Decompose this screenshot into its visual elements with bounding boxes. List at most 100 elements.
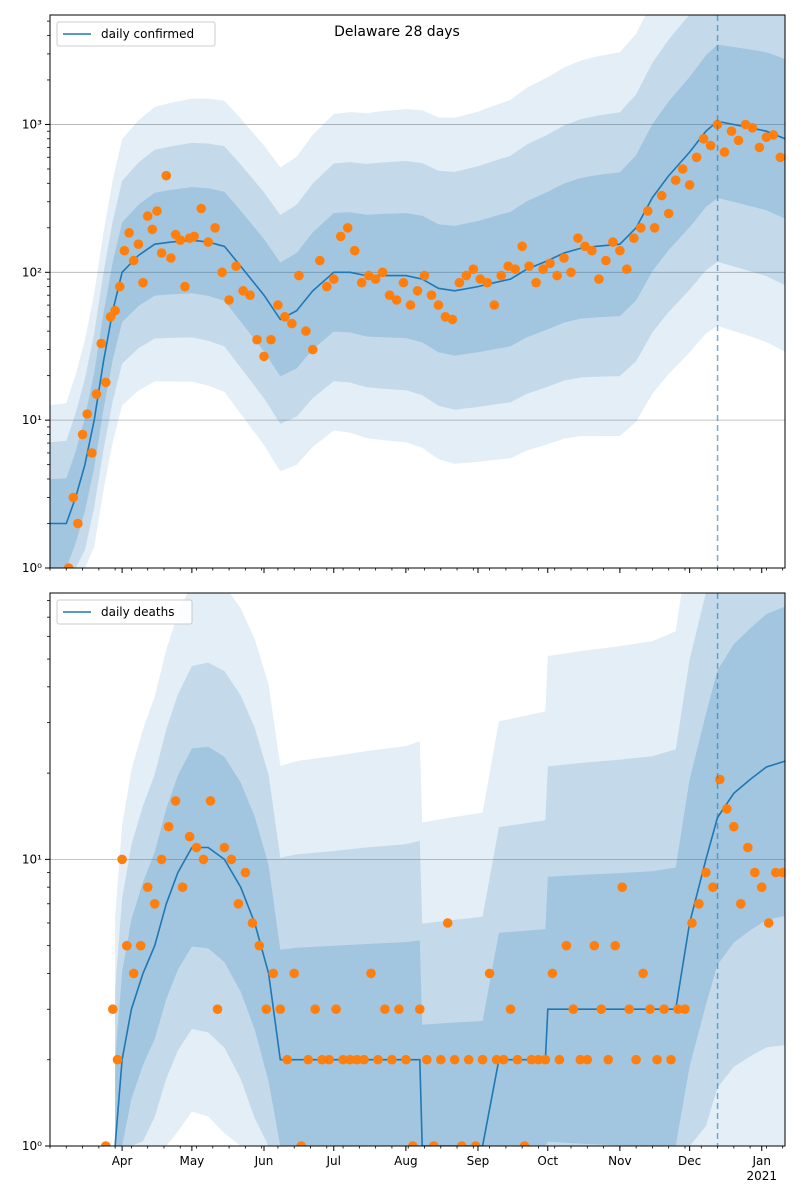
observed-point bbox=[636, 223, 646, 233]
observed-point bbox=[401, 1054, 411, 1065]
observed-point bbox=[191, 842, 202, 853]
observed-point bbox=[110, 305, 120, 316]
observed-point bbox=[573, 233, 583, 243]
legend-label-confirmed: daily confirmed bbox=[101, 27, 194, 41]
observed-point bbox=[568, 1004, 579, 1014]
observed-point bbox=[142, 882, 153, 892]
observed-point bbox=[377, 267, 388, 278]
observed-point bbox=[73, 518, 83, 529]
observed-point bbox=[149, 899, 160, 909]
observed-point bbox=[442, 918, 453, 928]
observed-point bbox=[491, 1054, 502, 1065]
observed-point bbox=[566, 267, 576, 278]
x-tick-label: Jun bbox=[254, 1154, 274, 1168]
observed-point bbox=[147, 224, 158, 235]
observed-point bbox=[538, 264, 548, 275]
observed-point bbox=[449, 1054, 460, 1065]
observed-point bbox=[684, 180, 695, 190]
observed-point bbox=[456, 1141, 467, 1146]
observed-point bbox=[342, 223, 353, 233]
observed-point bbox=[624, 1004, 634, 1014]
chart-title: Delaware 28 days bbox=[334, 24, 460, 40]
observed-point bbox=[128, 968, 139, 979]
legend-label-deaths: daily deaths bbox=[101, 605, 174, 619]
observed-point bbox=[370, 274, 381, 284]
observed-point bbox=[736, 899, 746, 909]
observed-point bbox=[282, 1054, 293, 1065]
observed-point bbox=[122, 940, 132, 951]
x-tick-label: Apr bbox=[112, 1154, 133, 1168]
observed-point bbox=[101, 1141, 111, 1146]
observed-point bbox=[663, 208, 674, 219]
observed-point bbox=[468, 264, 479, 275]
observed-point bbox=[694, 899, 704, 909]
observed-point bbox=[315, 255, 325, 266]
observed-point bbox=[273, 300, 283, 310]
observed-point bbox=[156, 248, 167, 258]
observed-point bbox=[524, 261, 534, 272]
observed-point bbox=[673, 1004, 683, 1014]
observed-point bbox=[405, 300, 416, 310]
observed-point bbox=[212, 1004, 223, 1014]
observed-point bbox=[366, 968, 376, 979]
observed-point bbox=[310, 1004, 321, 1014]
observed-point bbox=[461, 270, 472, 281]
observed-point bbox=[63, 563, 74, 568]
observed-point bbox=[540, 1054, 551, 1065]
observed-point bbox=[96, 338, 106, 349]
observed-point bbox=[226, 854, 237, 865]
confirmed-observed-points bbox=[63, 119, 785, 568]
x-tick-label: Sep bbox=[467, 1154, 490, 1168]
observed-point bbox=[329, 274, 339, 284]
observed-point bbox=[349, 245, 360, 256]
observed-point bbox=[777, 867, 785, 878]
observed-point bbox=[252, 334, 262, 345]
observed-point bbox=[608, 237, 618, 247]
observed-point bbox=[324, 1054, 334, 1065]
observed-point bbox=[477, 1054, 488, 1065]
observed-point bbox=[280, 312, 290, 322]
observed-point bbox=[112, 1054, 123, 1065]
deaths-observed-points bbox=[101, 774, 785, 1146]
observed-point bbox=[296, 1141, 306, 1146]
observed-point bbox=[601, 255, 611, 266]
observed-point bbox=[484, 968, 495, 979]
observed-point bbox=[531, 277, 541, 288]
observed-point bbox=[254, 940, 265, 951]
observed-point bbox=[82, 409, 92, 419]
observed-point bbox=[705, 140, 716, 151]
x-tick-label: Dec bbox=[678, 1154, 701, 1168]
observed-point bbox=[198, 854, 209, 865]
observed-point bbox=[680, 1004, 690, 1014]
observed-point bbox=[294, 270, 304, 281]
x-tick-label: May bbox=[179, 1154, 204, 1168]
confirmed-x-ticks bbox=[49, 568, 784, 573]
deaths-y-ticks: 10⁰ 10¹ bbox=[22, 600, 50, 1153]
x-tick-label: Aug bbox=[394, 1154, 417, 1168]
deaths-model-line bbox=[114, 760, 785, 1146]
observed-point bbox=[768, 130, 779, 140]
y-tick-label: 10⁰ bbox=[22, 561, 42, 575]
observed-point bbox=[124, 228, 134, 238]
y-tick-label: 10¹ bbox=[22, 852, 42, 866]
observed-point bbox=[359, 1054, 369, 1065]
observed-point bbox=[547, 968, 558, 979]
observed-point bbox=[743, 842, 753, 853]
observed-point bbox=[519, 1141, 530, 1146]
observed-point bbox=[205, 796, 216, 806]
observed-point bbox=[512, 1054, 523, 1065]
confirmed-gridlines bbox=[50, 124, 785, 421]
observed-point bbox=[308, 344, 318, 355]
observed-point bbox=[638, 968, 648, 979]
observed-point bbox=[656, 190, 667, 201]
observed-point bbox=[266, 334, 276, 345]
x-tick-label: Nov bbox=[608, 1154, 631, 1168]
observed-point bbox=[747, 123, 758, 133]
observed-point bbox=[170, 796, 181, 806]
x-tick-label: Oct bbox=[537, 1154, 558, 1168]
observed-point bbox=[610, 940, 620, 951]
observed-point bbox=[108, 1004, 118, 1014]
observed-point bbox=[575, 1054, 586, 1065]
deaths-panel: 10⁰ 10¹ Apr May Jun Jul Aug Sep Oct Nov Dec Jan202… bbox=[22, 592, 786, 1183]
observed-point bbox=[268, 968, 279, 979]
